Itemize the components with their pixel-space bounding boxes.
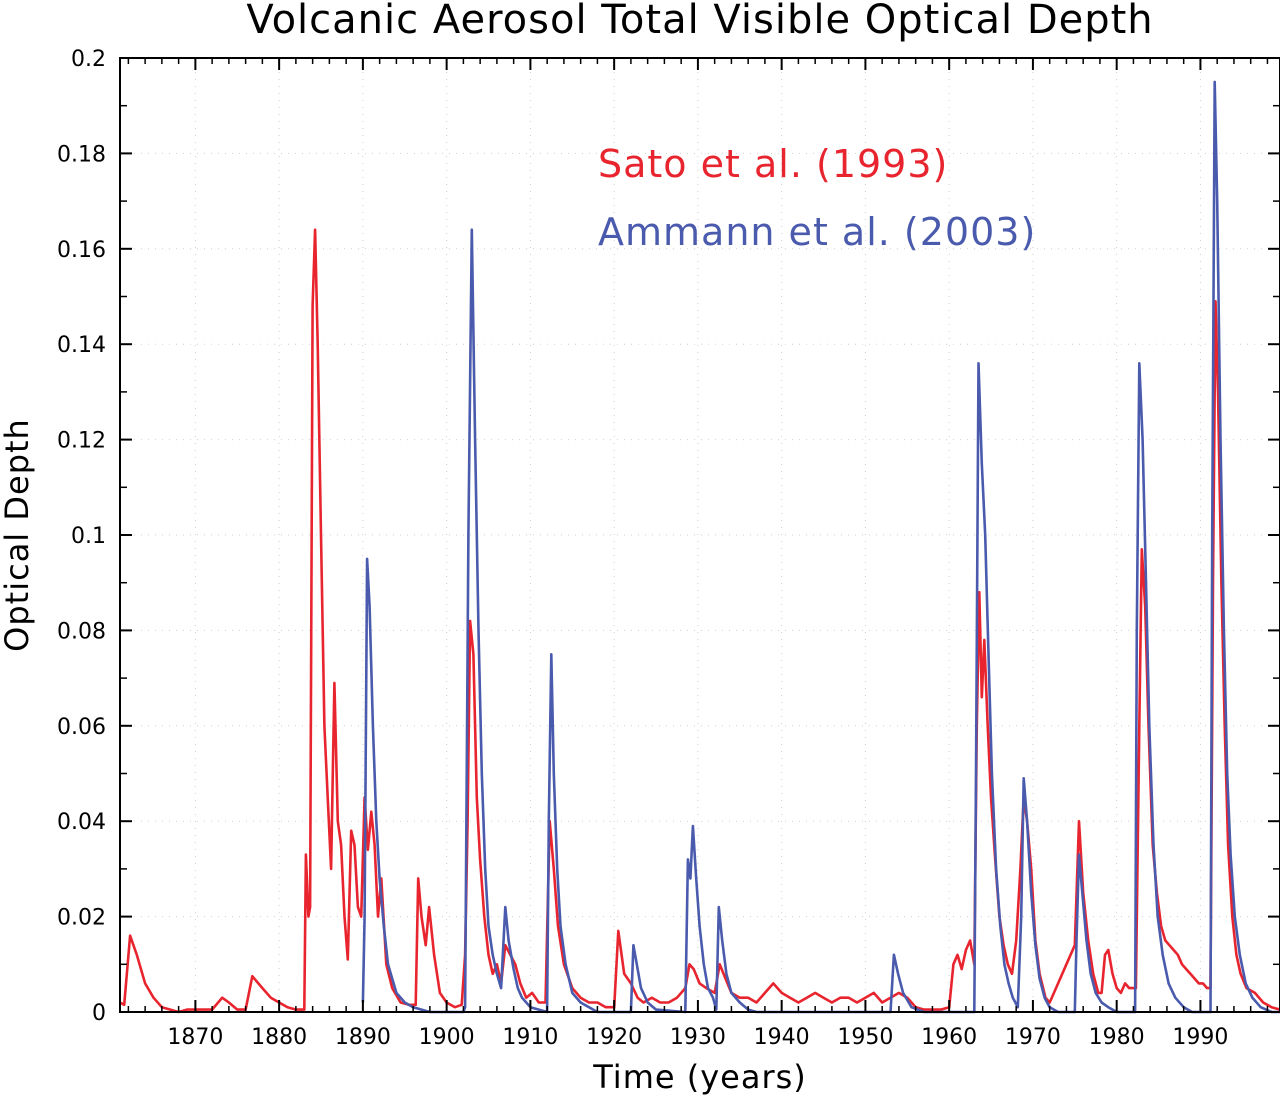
y-tick-label: 0.2 [71, 47, 106, 72]
plot-frame [119, 57, 1280, 1013]
x-axis-label: Time (years) [592, 1058, 807, 1096]
x-tick-label: 1920 [586, 1025, 642, 1050]
x-tick-label: 1880 [251, 1025, 307, 1050]
y-tick-label: 0.02 [57, 906, 106, 931]
y-tick-label: 0.1 [71, 524, 106, 549]
x-tick-label: 1970 [1005, 1025, 1061, 1050]
x-tick-label: 1960 [921, 1025, 977, 1050]
y-axis-label: Optical Depth [0, 418, 36, 652]
series-line-sato [119, 228, 1280, 1014]
legend-ammann: Ammann et al. (2003) [598, 210, 1036, 254]
x-tick-label: 1870 [167, 1025, 223, 1050]
y-tick-label: 0.14 [57, 333, 106, 358]
axis-ticks: 0 0.02 0.04 0.06 0.08 0.1 0.12 0.14 0.16 0.18 0.2 1… [57, 47, 1280, 1050]
x-tick-label: 1900 [419, 1025, 475, 1050]
x-tick-label: 1980 [1089, 1025, 1145, 1050]
y-tick-label: 0.04 [57, 810, 106, 835]
legend-sato: Sato et al. (1993) [598, 142, 948, 186]
y-tick-label: 0 [92, 1001, 106, 1026]
x-tick-label: 1930 [670, 1025, 726, 1050]
gridlines [120, 58, 1280, 1012]
x-tick-label: 1950 [837, 1025, 893, 1050]
y-tick-label: 0.06 [57, 715, 106, 740]
x-tick-label: 1940 [754, 1025, 810, 1050]
chart-title: Volcanic Aerosol Total Visible Optical D… [246, 0, 1153, 43]
y-tick-label: 0.08 [57, 619, 106, 644]
y-tick-label: 0.16 [57, 238, 106, 263]
y-tick-label: 0.18 [57, 142, 106, 167]
x-tick-label: 1890 [335, 1025, 391, 1050]
x-tick-label: 1910 [502, 1025, 558, 1050]
x-tick-label: 1990 [1172, 1025, 1228, 1050]
y-tick-label: 0.12 [57, 429, 106, 454]
